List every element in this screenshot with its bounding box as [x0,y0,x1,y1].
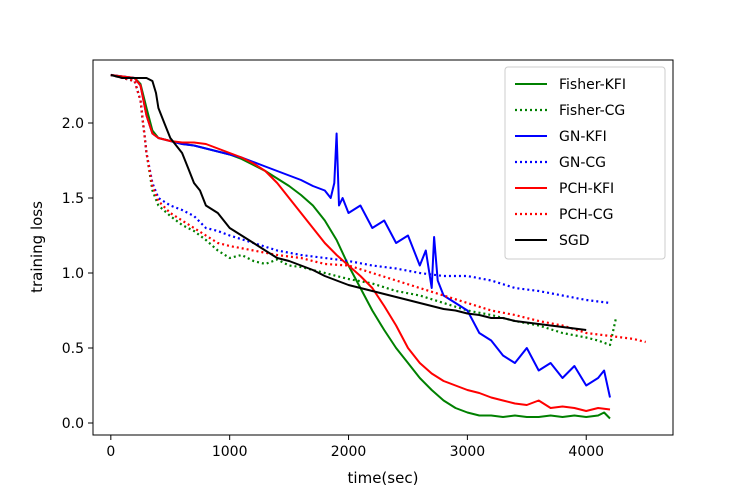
legend-label-sgd: SGD [559,233,590,249]
series-line-pch-cg [110,73,646,344]
legend-label-gn-kfi: GN-KFI [559,129,607,145]
x-tick-label: 1000 [212,444,248,460]
x-axis-title: time(sec) [348,469,419,487]
x-axis: 0 1000 2000 3000 4000 [106,435,604,460]
legend: Fisher-KFI Fisher-CG GN-KFI GN-CG PCH-KFI PCH… [504,66,666,260]
y-tick-label: 1.0 [62,266,84,282]
y-tick-label: 1.5 [62,191,84,207]
series-layer [110,73,646,420]
legend-label-fisher-cg: Fisher-CG [559,103,625,119]
plot-frame [92,59,674,436]
x-tick-label: 0 [106,444,115,460]
x-tick-label: 4000 [568,444,604,460]
y-tick-label: 0.5 [62,341,84,357]
series-line-gn-cg [110,73,611,305]
series-line-gn-kfi [110,74,611,398]
legend-label-pch-cg: PCH-CG [559,207,613,223]
y-tick-label: 0.0 [62,416,84,432]
legend-box [504,66,666,260]
x-tick-label: 2000 [331,444,367,460]
legend-label-pch-kfi: PCH-KFI [559,181,614,197]
legend-label-fisher-kfi: Fisher-KFI [559,77,626,93]
y-tick-label: 2.0 [62,116,84,132]
series-line-sgd [110,74,587,331]
y-axis-title: training loss [28,201,46,293]
x-tick-label: 3000 [450,444,486,460]
legend-label-gn-cg: GN-CG [559,155,606,171]
y-axis: 0.0 0.5 1.0 1.5 2.0 [62,116,93,432]
